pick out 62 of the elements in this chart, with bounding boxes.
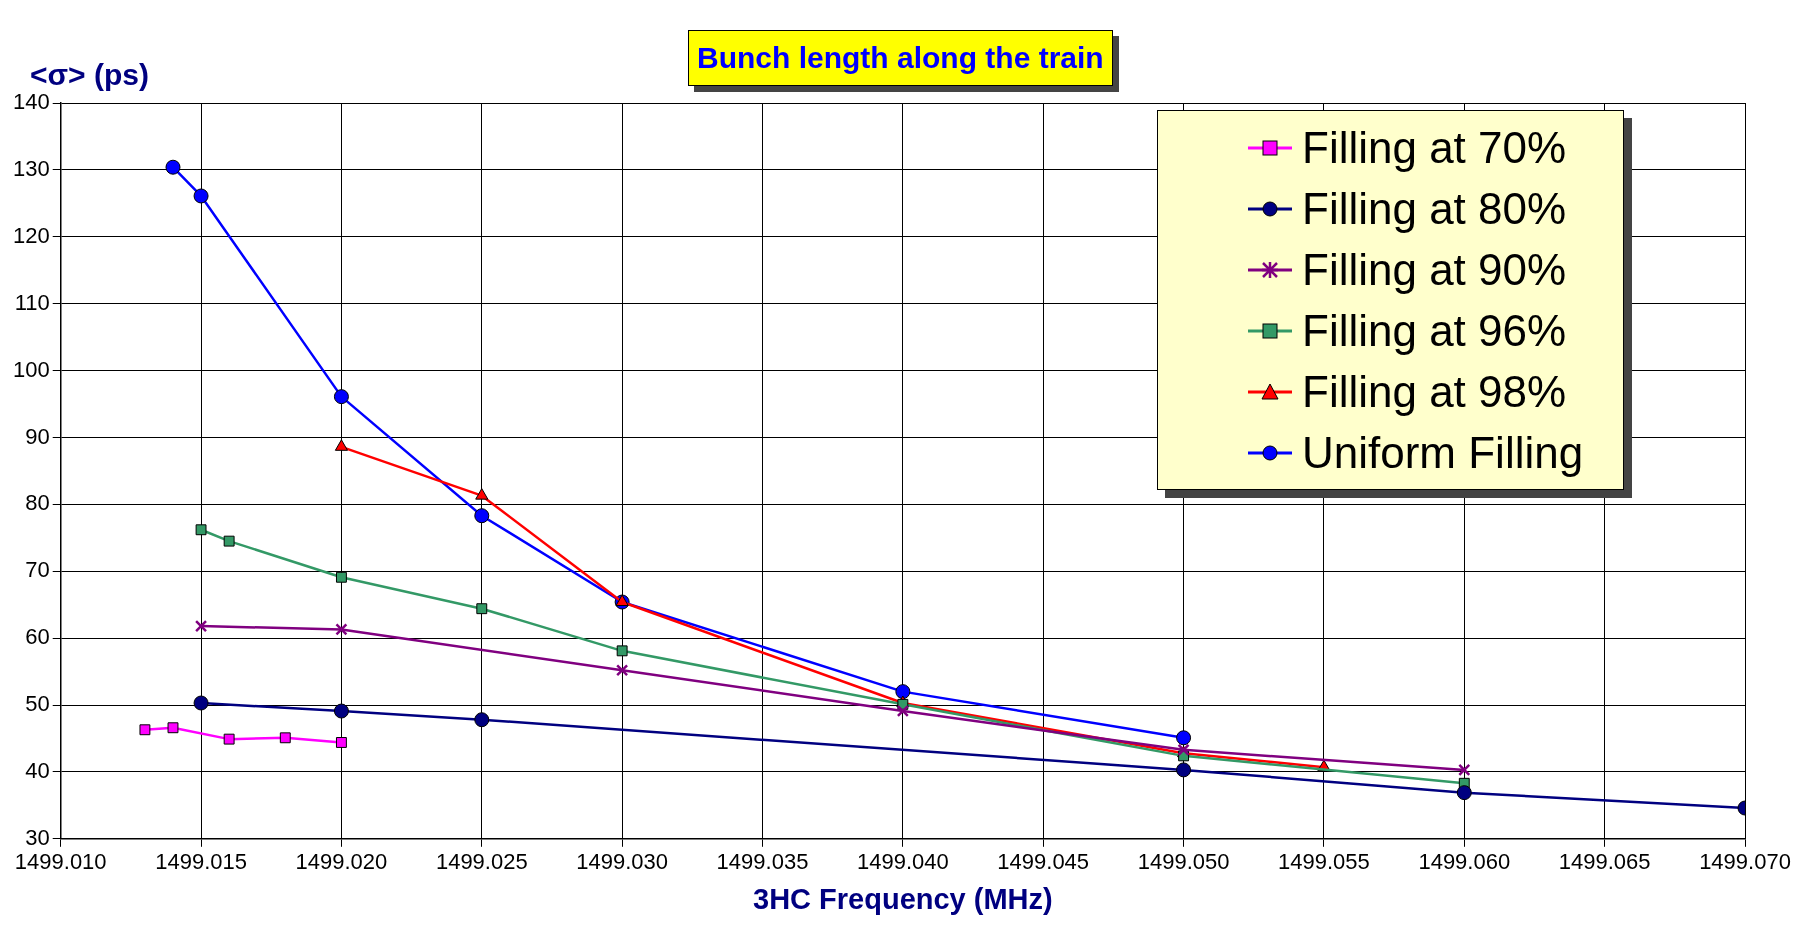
x-tick-label: 1499.025 [435, 849, 528, 875]
y-tick-label: 100 [12, 356, 50, 382]
x-tick-label: 1499.055 [1278, 849, 1370, 875]
x-axis-title: 3HC Frequency (MHz) [753, 882, 1053, 915]
point [193, 695, 209, 711]
point [1176, 730, 1192, 746]
x-tick-label: 1499.035 [716, 849, 809, 875]
point [193, 188, 209, 204]
y-axis-title: <σ> (ps) [30, 58, 149, 92]
point [335, 737, 347, 748]
y-tick-label: 90 [25, 423, 50, 449]
point [139, 724, 151, 736]
y-tick-label: 140 [12, 89, 50, 115]
x-tick-label: 1499.065 [1558, 849, 1651, 875]
chart-title: Bunch length along the train [688, 30, 1113, 86]
y-tick-label: 80 [25, 490, 50, 516]
legend-label: Filling at 70% [1302, 122, 1567, 173]
x-tick-label: 1499.060 [1418, 849, 1511, 875]
point [474, 508, 490, 524]
x-tick-label: 1499.010 [14, 849, 107, 875]
y-tick-label: 40 [25, 757, 50, 783]
point [896, 704, 910, 718]
x-tick-label: 1499.030 [576, 849, 669, 875]
point [223, 535, 235, 547]
point [475, 488, 489, 500]
point [1458, 763, 1471, 777]
point [167, 722, 179, 734]
x-tick-label: 1499.045 [997, 849, 1090, 875]
point [616, 645, 628, 657]
point [333, 389, 349, 405]
point [1456, 785, 1472, 801]
point [615, 664, 629, 677]
legend-label: Filling at 90% [1302, 244, 1567, 295]
legend-label: Uniform Filling [1302, 427, 1584, 478]
y-tick-label: 30 [25, 824, 50, 850]
x-tick-label: 1499.020 [295, 849, 388, 875]
point [335, 623, 348, 636]
point [474, 712, 490, 728]
y-tick-label: 130 [12, 155, 50, 181]
y-tick-label: 60 [25, 624, 50, 650]
point [334, 439, 348, 451]
y-tick-label: 120 [12, 222, 50, 248]
legend-label: Filling at 96% [1302, 305, 1567, 356]
legend-label: Filling at 98% [1302, 366, 1567, 417]
point [335, 571, 347, 583]
x-tick-label: 1499.050 [1137, 849, 1230, 875]
point [1176, 762, 1192, 778]
x-tick-label: 1499.040 [856, 849, 949, 875]
point [223, 733, 235, 745]
point [279, 732, 291, 744]
x-tick-label: 1499.070 [1699, 849, 1791, 875]
point [476, 603, 488, 615]
y-tick-label: 110 [14, 289, 50, 315]
point [333, 703, 349, 719]
x-tick-label: 1499.015 [155, 849, 247, 875]
point [195, 524, 207, 536]
y-tick-label: 50 [25, 691, 50, 717]
y-tick-label: 70 [25, 557, 50, 583]
legend-label: Filling at 80% [1302, 183, 1567, 234]
point [165, 159, 181, 175]
point [895, 684, 911, 700]
point [194, 619, 208, 633]
